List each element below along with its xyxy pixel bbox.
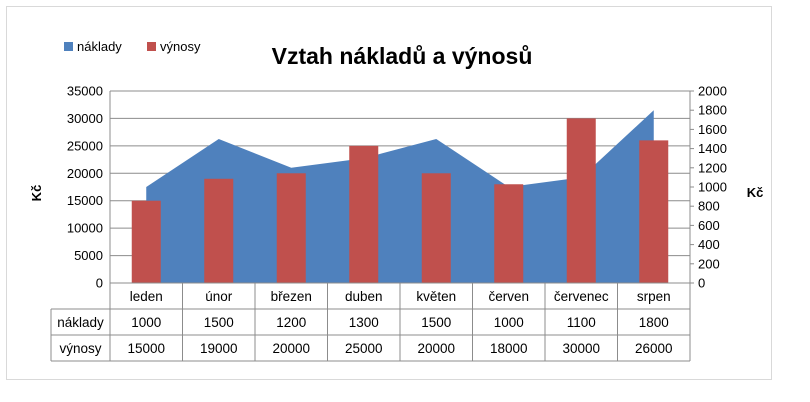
y2-tick-label: 1600	[698, 122, 727, 137]
x-tick-label: červenec	[554, 289, 609, 304]
table-row-label: náklady	[57, 315, 104, 330]
y2-tick-label: 0	[698, 276, 705, 291]
chart: 0 5000 10000 15000 20000 25000 30000 35000 0 200 4…	[29, 39, 764, 362]
table-cell: 18000	[490, 341, 528, 356]
y2-tick-label: 1000	[698, 180, 727, 195]
y-tick-label: 20000	[67, 166, 103, 181]
bar-vynosy	[566, 118, 596, 283]
table-cell: 1500	[421, 315, 451, 330]
x-tick-label: únor	[205, 289, 233, 304]
table-cell: 1500	[204, 315, 234, 330]
x-tick-label: srpen	[637, 289, 671, 304]
y2-tick-label: 1200	[698, 160, 727, 175]
table-cell: 26000	[635, 341, 673, 356]
y2-axis-label: Kč	[747, 185, 764, 200]
y-tick-label: 0	[96, 276, 103, 291]
y-tick-label: 5000	[74, 248, 103, 263]
legend-label-vynosy: výnosy	[160, 39, 201, 54]
area-naklady	[146, 110, 654, 283]
x-tick-label: leden	[130, 289, 163, 304]
x-tick-label: březen	[271, 289, 312, 304]
table-cell: 25000	[345, 341, 383, 356]
table-cell: 15000	[127, 341, 165, 356]
chart-frame: 0 5000 10000 15000 20000 25000 30000 35000 0 200 4…	[6, 6, 772, 380]
table-cell: 1000	[494, 315, 524, 330]
x-tick-label: duben	[345, 289, 383, 304]
table-cell: 20000	[417, 341, 455, 356]
table-cell: 1100	[567, 315, 596, 330]
chart-title: Vztah nákladů a výnosů	[272, 43, 533, 69]
bar-vynosy	[349, 145, 379, 283]
y2-tick-label: 2000	[698, 84, 727, 99]
legend-swatch-vynosy	[147, 42, 156, 51]
y2-tick-label: 200	[698, 256, 720, 271]
table-cell: 1300	[349, 315, 379, 330]
y2-tick-label: 600	[698, 218, 720, 233]
y-tick-label: 35000	[67, 84, 103, 99]
table-cell: 1800	[639, 315, 669, 330]
y-tick-label: 25000	[67, 138, 103, 153]
y2-tick-label: 1800	[698, 103, 727, 118]
bar-vynosy	[494, 184, 524, 283]
bar-vynosy	[131, 200, 161, 283]
table-cell: 1000	[131, 315, 161, 330]
legend-swatch-naklady	[64, 42, 73, 51]
table-row-label: výnosy	[59, 341, 101, 356]
x-tick-label: květen	[416, 289, 456, 304]
table-cell: 20000	[272, 341, 310, 356]
y-tick-label: 30000	[67, 111, 103, 126]
bar-vynosy	[421, 173, 451, 283]
bar-vynosy	[276, 173, 306, 283]
y-tick-label: 15000	[67, 193, 103, 208]
y-axis-label: Kč	[29, 185, 44, 202]
table-cell: 1200	[276, 315, 306, 330]
table-cell: 30000	[562, 341, 600, 356]
y2-tick-label: 400	[698, 237, 720, 252]
table-cell: 19000	[200, 341, 238, 356]
legend-label-naklady: náklady	[77, 39, 122, 54]
x-tick-label: červen	[488, 289, 529, 304]
bar-vynosy	[204, 178, 234, 283]
y-tick-label: 10000	[67, 221, 103, 236]
y2-tick-label: 1400	[698, 141, 727, 156]
y2-tick-label: 800	[698, 199, 720, 214]
bar-vynosy	[639, 140, 669, 283]
